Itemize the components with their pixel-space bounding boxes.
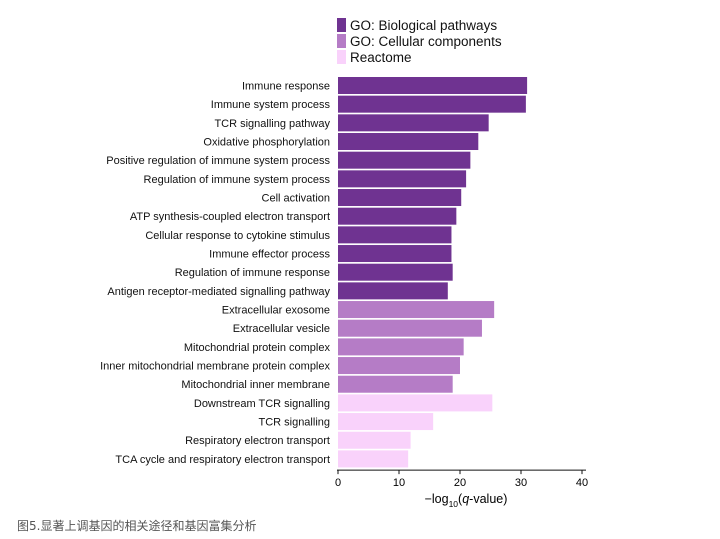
category-label: Inner mitochondrial membrane protein com… <box>100 361 330 373</box>
bar <box>338 338 464 356</box>
bar <box>338 282 448 300</box>
category-label: Extracellular exosome <box>222 305 330 317</box>
category-label: Immune response <box>242 81 330 93</box>
x-tick-label: 0 <box>335 477 341 489</box>
legend-item: GO: Biological pathways <box>337 17 502 33</box>
bar <box>338 394 493 412</box>
category-label: Regulation of immune response <box>175 267 330 279</box>
bars-group <box>338 77 528 468</box>
bar <box>338 226 452 244</box>
bar <box>338 375 453 393</box>
legend-swatch <box>337 34 346 48</box>
bar <box>338 151 471 169</box>
category-label: Extracellular vesicle <box>233 323 330 335</box>
x-tick-label: 40 <box>576 477 588 489</box>
bar <box>338 114 489 132</box>
x-axis-label: −log10(q-value) <box>425 492 508 509</box>
category-label: TCR signalling <box>258 417 330 429</box>
category-label: Oxidative phosphorylation <box>203 137 330 149</box>
legend-item: Reactome <box>337 49 502 65</box>
bar <box>338 245 452 263</box>
category-labels: Immune response Immune system process TCR … <box>100 81 330 466</box>
bar <box>338 170 467 188</box>
category-label: Cellular response to cytokine stimulus <box>145 230 330 242</box>
category-label: Cell activation <box>262 193 330 205</box>
x-tick-label: 20 <box>454 477 466 489</box>
bar <box>338 207 457 225</box>
category-label: Respiratory electron transport <box>185 435 330 447</box>
category-label: Positive regulation of immune system pro… <box>106 155 330 167</box>
bar <box>338 431 411 449</box>
category-label: Immune system process <box>211 99 331 111</box>
bar <box>338 263 453 281</box>
bar <box>338 357 460 375</box>
bar <box>338 450 409 468</box>
legend-label: Reactome <box>350 49 412 65</box>
bar <box>338 133 479 151</box>
bar <box>338 189 462 207</box>
legend-swatch <box>337 18 346 32</box>
category-label: Mitochondrial protein complex <box>184 342 331 354</box>
bar <box>338 95 526 113</box>
category-label: TCR signalling pathway <box>214 118 330 130</box>
category-label: Immune effector process <box>209 249 330 261</box>
category-label: TCA cycle and respiratory electron trans… <box>115 454 330 466</box>
category-label: ATP synthesis-coupled electron transport <box>130 211 330 223</box>
x-tick-label: 30 <box>515 477 527 489</box>
legend-label: GO: Biological pathways <box>350 17 498 33</box>
figure-caption: 图5.显著上调基因的相关途径和基因富集分析 <box>17 519 257 533</box>
legend-label: GO: Cellular components <box>350 33 502 49</box>
x-tick-label: 10 <box>393 477 405 489</box>
bar <box>338 413 434 431</box>
category-label: Mitochondrial inner membrane <box>181 379 330 391</box>
category-label: Downstream TCR signalling <box>194 398 330 410</box>
legend: GO: Biological pathways GO: Cellular comp… <box>337 17 502 65</box>
bar <box>338 77 528 94</box>
category-label: Antigen receptor-mediated signalling pat… <box>107 286 330 298</box>
category-label: Regulation of immune system process <box>144 174 331 186</box>
legend-swatch <box>337 50 346 64</box>
enrichment-bar-chart: Immune response Immune system process TCR … <box>100 77 588 509</box>
x-axis: 0 10 20 30 40 −log10(q-value) <box>335 469 588 509</box>
bar <box>338 301 495 319</box>
bar <box>338 319 482 337</box>
legend-item: GO: Cellular components <box>337 33 502 49</box>
